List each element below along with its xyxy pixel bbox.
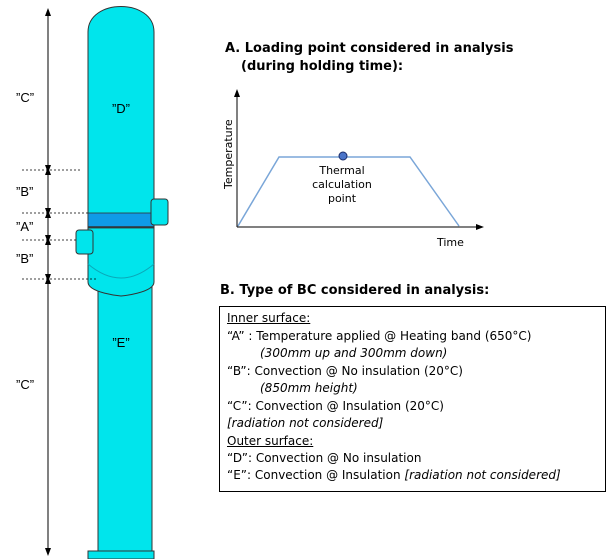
heating-band [87,212,155,229]
dim-label-c-bottom: ”C” [16,377,34,392]
base-plate [87,550,155,559]
bc-inner-a-note: (300mm up and 300mm down) [260,346,448,360]
chart-x-axis-label: Time [436,236,464,249]
inner-surface-heading: Inner surface: [227,311,311,325]
thermal-calculation-point-marker [338,151,348,161]
lower-head-seam [87,263,155,279]
zone-label-d: ”D” [112,101,130,116]
bc-outer-e: “E”: Convection @ Insulation [radiation … [227,467,561,483]
boundary-conditions-box: Inner surface: “A” : Temperature applied… [219,306,606,492]
vessel-drawing [75,6,169,559]
section-b-heading: B. Type of BC considered in analysis: [220,283,490,298]
bc-outer-e-text: “E”: Convection @ Insulation [227,468,405,482]
bc-inner-b: “B”: Convection @ No insulation (20°C) [227,364,463,378]
bc-inner-a: “A” : Temperature applied @ Heating band… [227,329,532,343]
dim-label-c-top: ”C” [16,90,34,105]
dimension-extension-lines [22,169,96,280]
bc-outer-d: “D”: Convection @ No insulation [227,451,422,465]
upper-drum [87,6,155,297]
bc-inner-c: “C”: Convection @ Insulation (20°C) [227,399,444,413]
section-a-heading: A. Loading point considered in analysis [225,41,514,56]
dim-label-a: ”A” [16,219,33,234]
dim-label-b-lower: ”B” [16,251,33,266]
bc-inner-b-note: (850mm height) [260,381,358,395]
left-nozzle [75,229,94,255]
marker-label-line1: Thermal [318,164,364,177]
loading-chart: Temperature Time Thermal calculation poi… [222,89,484,249]
zone-label-e: ”E” [112,335,129,350]
dim-label-b-upper: ”B” [16,184,33,199]
bc-outer-e-note: [radiation not considered] [404,468,561,482]
marker-label-line2: calculation [312,178,372,191]
chart-y-axis-label: Temperature [222,119,235,190]
section-a-subheading: (during holding time): [241,59,404,74]
marker-label-line3: point [328,192,357,205]
right-nozzle [150,198,169,226]
bc-inner-c-note: [radiation not considered] [227,416,384,430]
outer-surface-heading: Outer surface: [227,434,314,448]
